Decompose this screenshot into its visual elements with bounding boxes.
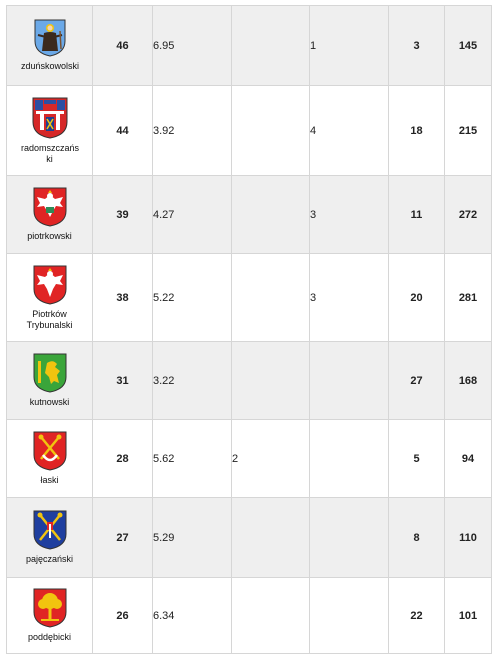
score-value: 31: [92, 341, 153, 420]
total-value: 94: [444, 419, 492, 498]
table-row: łaski 28 5.62 2 5 94: [6, 419, 492, 498]
table-row: pajęczański 27 5.29 8 110: [6, 497, 492, 578]
green-count: 8: [388, 497, 445, 578]
count-col-a: [231, 253, 310, 342]
ratio-value: 5.29: [152, 497, 232, 578]
white-eagle-green-crest-icon: [33, 187, 66, 227]
count-col-b: [309, 419, 389, 498]
score-value: 38: [92, 253, 153, 342]
green-count: 27: [388, 341, 445, 420]
table-row: zduńskowolski 46 6.95 1 3 145: [6, 5, 492, 86]
count-col-b: [309, 341, 389, 420]
ranking-table-container: zduńskowolski 46 6.95 1 3 145: [6, 5, 492, 654]
total-value: 272: [444, 175, 492, 254]
count-col-b: [309, 497, 389, 578]
county-cell: łaski: [6, 419, 93, 498]
count-col-b: 3: [309, 175, 389, 254]
county-name: poddębicki: [27, 632, 72, 642]
count-col-a: [231, 577, 310, 654]
tree-crest-icon: [33, 588, 66, 628]
county-cell: radomszczańs ki: [6, 85, 93, 176]
count-col-a: 2: [231, 419, 310, 498]
table-row: poddębicki 26 6.34 22 101: [6, 577, 492, 654]
score-value: 27: [92, 497, 153, 578]
county-name: zduńskowolski: [21, 61, 80, 71]
county-cell: piotrkowski: [6, 175, 93, 254]
county-name: piotrkowski: [27, 231, 72, 241]
county-name: łaski: [40, 475, 59, 485]
count-col-a: [231, 5, 310, 86]
yellow-lion-crest-icon: [33, 353, 66, 393]
score-value: 39: [92, 175, 153, 254]
table-row: radomszczańs ki 44 3.92 4 18 215: [6, 85, 492, 176]
count-col-b: 1: [309, 5, 389, 86]
green-count: 20: [388, 253, 445, 342]
count-col-b: 3: [309, 253, 389, 342]
count-col-a: [231, 175, 310, 254]
county-cell: pajęczański: [6, 497, 93, 578]
total-value: 110: [444, 497, 492, 578]
county-name: pajęczański: [25, 554, 74, 564]
total-value: 101: [444, 577, 492, 654]
ratio-value: 3.22: [152, 341, 232, 420]
county-name: kutnowski: [29, 397, 70, 407]
ratio-value: 5.22: [152, 253, 232, 342]
ratio-value: 6.34: [152, 577, 232, 654]
count-col-b: 4: [309, 85, 389, 176]
count-col-b: [309, 577, 389, 654]
ratio-value: 3.92: [152, 85, 232, 176]
green-count: 18: [388, 85, 445, 176]
green-count: 5: [388, 419, 445, 498]
table-row: kutnowski 31 3.22 27 168: [6, 341, 492, 420]
county-cell: zduńskowolski: [6, 5, 93, 86]
score-value: 46: [92, 5, 153, 86]
green-count: 11: [388, 175, 445, 254]
white-eagle-crest-icon: [33, 265, 66, 305]
ratio-value: 4.27: [152, 175, 232, 254]
castle-crest-icon: [32, 97, 67, 139]
score-value: 26: [92, 577, 153, 654]
total-value: 281: [444, 253, 492, 342]
count-col-a: [231, 85, 310, 176]
county-cell: Piotrków Trybunalski: [6, 253, 93, 342]
total-value: 168: [444, 341, 492, 420]
table-row: Piotrków Trybunalski 38 5.22 3 20 281: [6, 253, 492, 342]
ratio-value: 5.62: [152, 419, 232, 498]
score-value: 28: [92, 419, 153, 498]
county-cell: kutnowski: [6, 341, 93, 420]
count-col-a: [231, 497, 310, 578]
blue-crossed-keys-crest-icon: [33, 510, 66, 550]
county-cell: poddębicki: [6, 577, 93, 654]
ranking-table: zduńskowolski 46 6.95 1 3 145: [6, 5, 492, 654]
green-count: 3: [388, 5, 445, 86]
ratio-value: 6.95: [152, 5, 232, 86]
green-count: 22: [388, 577, 445, 654]
score-value: 44: [92, 85, 153, 176]
total-value: 145: [444, 5, 492, 86]
saint-figure-crest-icon: [34, 19, 65, 57]
table-row: piotrkowski 39 4.27 3 11 272: [6, 175, 492, 254]
total-value: 215: [444, 85, 492, 176]
county-name: Piotrków Trybunalski: [26, 308, 73, 330]
count-col-a: [231, 341, 310, 420]
county-name: radomszczańs ki: [21, 142, 80, 164]
crossed-keys-crest-icon: [33, 431, 66, 471]
